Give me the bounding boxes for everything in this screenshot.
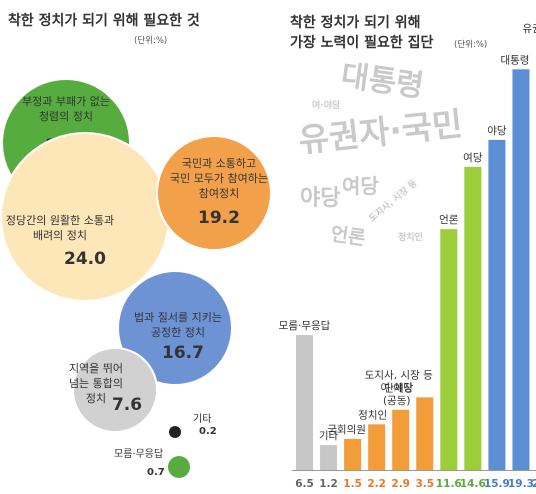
bar-category-label: 대통령 <box>500 54 529 66</box>
bar <box>512 69 530 471</box>
bubble-label: 국민 모두가 참여하는 <box>170 171 268 185</box>
bar <box>440 229 458 470</box>
bar <box>416 397 434 470</box>
bar <box>488 139 506 470</box>
watermark-text: 정치인 <box>398 231 423 243</box>
bar-value-label: 3.5 <box>415 478 434 490</box>
bubble-label: 정치 <box>86 392 106 405</box>
bar-value-label: 1.2 <box>319 478 338 490</box>
left-chart-unit: (단위:%) <box>134 36 168 46</box>
bar-group-2: 기타 1.2 <box>319 430 339 490</box>
watermark-text: 유권자·국민 <box>297 104 465 160</box>
bubble-6: 기타0.2 <box>169 413 217 438</box>
bubble-7: 모름·무응답 0.7 <box>114 448 190 478</box>
bar-value-label: 14.6 <box>460 478 486 490</box>
bar-group-3: 국회의원 1.5 <box>327 424 366 490</box>
bubble-value: 16.7 <box>162 343 204 363</box>
bubble-label: 청렴의 정치 <box>39 110 93 123</box>
watermark-text: 야당 <box>300 186 340 211</box>
bubble-label: 국민과 소통하고 <box>182 156 256 170</box>
right-chart-unit: (단위:%) <box>454 40 488 50</box>
bar-value-label: 2.2 <box>367 478 386 490</box>
bar-category-label: 언론 <box>439 214 459 226</box>
bar-value-label: 2.9 <box>391 478 410 490</box>
bar-value-label: 19.3 <box>508 478 534 490</box>
bar-group-10: 대통령 19.3 <box>500 54 533 490</box>
bar-value-label: 6.5 <box>295 478 314 490</box>
left-chart-title: 착한 정치가 되기 위해 필요한 것 <box>8 13 200 29</box>
bubble-label: 배려의 정치 <box>33 229 87 242</box>
bar-group-8: 여당 14.6 <box>460 152 486 490</box>
bar-value-label: 11.6 <box>436 478 462 490</box>
bar <box>344 438 362 470</box>
bubble-label: 법과 질서를 지키는 <box>134 311 222 324</box>
bar-group-4: 정치인 2.2 <box>358 409 387 490</box>
bar-group-5: 여·야당(공동) 2.9 <box>381 381 414 490</box>
right-chart-title-line1: 착한 정치가 되기 위해 <box>290 15 421 31</box>
bar-group-1: 모름·무응답 6.5 <box>279 320 331 490</box>
bar-category-label: 야당 <box>487 124 507 137</box>
bubble-circle <box>117 270 233 386</box>
bar-category-label: 여·야당 <box>381 381 414 394</box>
bubble-circle <box>72 347 158 433</box>
watermark-text: 언론 <box>329 223 367 250</box>
bar-category-label: 도지사, 시장 등 <box>365 369 433 381</box>
bar-category-label: 정치인 <box>358 409 387 421</box>
bubble-value: 24.0 <box>64 249 106 269</box>
bubble-label: 모름·무응답 <box>114 448 163 460</box>
bar-group-7: 언론 11.6 <box>436 214 462 490</box>
bubble-value: 19.2 <box>198 208 240 228</box>
right-chart-title-line2: 가장 노력이 필요한 집단 <box>290 35 434 51</box>
watermark-text: 여당 <box>342 174 379 198</box>
bar-category-label: (공동) <box>383 395 411 407</box>
bubble-circle <box>168 456 190 478</box>
bar-value-label: 15.9 <box>484 478 510 490</box>
bubble-circle <box>156 135 272 251</box>
bar-value-label: 20.8 <box>532 478 536 490</box>
bar-category-label: 여당 <box>463 152 483 164</box>
bubble-value: 7.6 <box>112 395 142 415</box>
bar-category-label: 유권자 <box>523 23 536 35</box>
bubble-label: 지역을 뛰어 <box>69 362 123 375</box>
bar <box>392 409 410 470</box>
bubble-circle <box>169 426 181 438</box>
bar <box>320 445 338 470</box>
bar-category-label: 단체장 <box>384 382 413 394</box>
bubble-value: 0.2 <box>199 426 217 437</box>
bar <box>296 335 313 470</box>
bubble-label: 기타 <box>193 413 211 425</box>
bar-group-9: 야당 15.9 <box>484 124 510 490</box>
bubble-label: 넘는 통합의 <box>69 377 123 390</box>
bar-category-label: 국회의원 <box>327 424 366 436</box>
bar <box>368 424 386 470</box>
bar-category-label: 기타 <box>319 430 339 442</box>
bar-category-label: 모름·무응답 <box>279 320 331 332</box>
watermark-text: 대통령 <box>339 58 426 104</box>
bubble-label: 공정한 정치 <box>151 326 205 339</box>
bubble-value: 0.7 <box>147 467 165 478</box>
bubble-label: 정당간의 원활한 소통과 <box>6 213 114 227</box>
bar-value-label: 1.5 <box>343 478 362 490</box>
bar <box>464 166 482 470</box>
bubble-label: 참여정치 <box>199 187 239 200</box>
bubble-label: 부정과 부패가 없는 <box>22 95 110 108</box>
bar-group-11: 유권자 20.8 <box>523 23 536 490</box>
watermark-text: 여·야당 <box>312 99 341 111</box>
